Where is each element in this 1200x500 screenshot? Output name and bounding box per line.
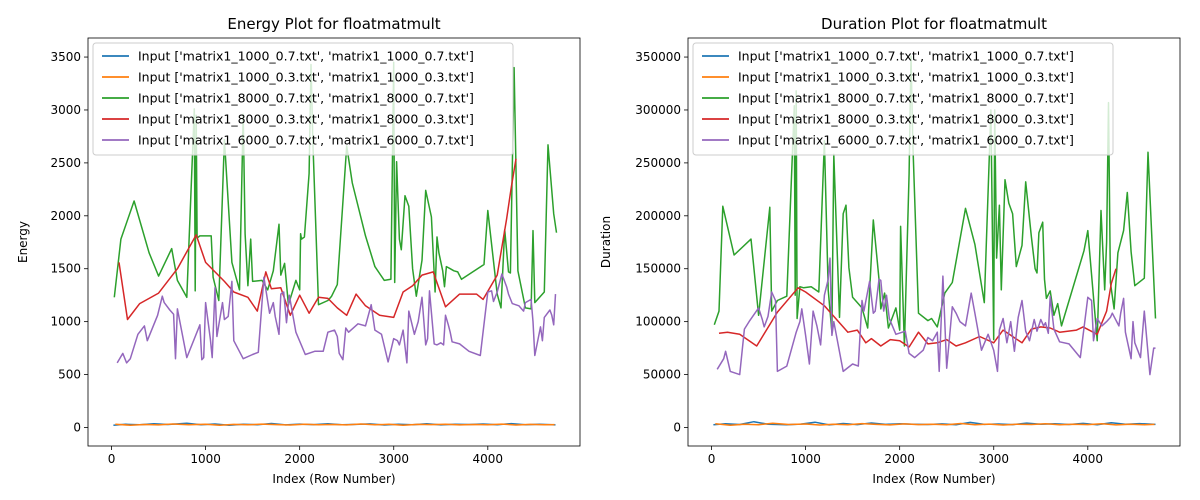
axes-frame: [687, 37, 1181, 447]
y-tick-label: 50000: [643, 368, 681, 382]
series-line-1: [715, 422, 1155, 426]
x-tick-label: 2000: [284, 452, 315, 466]
x-axis-label: Index (Row Number): [272, 472, 395, 486]
y-tick-label: 150000: [635, 262, 681, 276]
y-axis-label: Energy: [16, 221, 30, 263]
series-line-1: [115, 423, 555, 426]
legend: Input ['matrix1_1000_0.7.txt', 'matrix1_…: [92, 42, 514, 156]
x-tick-label: 0: [108, 452, 116, 466]
y-tick-label: 350000: [635, 50, 681, 64]
y-tick-label: 500: [58, 368, 81, 382]
y-tick-label: 250000: [635, 156, 681, 170]
x-tick-label: 0: [708, 452, 716, 466]
y-tick-label: 300000: [635, 103, 681, 117]
x-tick-label: 1000: [790, 452, 821, 466]
legend-label-2: Input ['matrix1_8000_0.7.txt', 'matrix1_…: [738, 91, 1074, 106]
series-line-4: [116, 273, 557, 364]
chart-title: Duration Plot for floatmatmult: [821, 15, 1047, 33]
y-tick-label: 0: [73, 420, 81, 434]
y-tick-label: 200000: [635, 209, 681, 223]
legend-label-0: Input ['matrix1_1000_0.7.txt', 'matrix1_…: [138, 49, 474, 64]
x-tick-label: 2000: [884, 452, 915, 466]
legend-label-1: Input ['matrix1_1000_0.3.txt', 'matrix1_…: [138, 70, 474, 85]
y-tick-label: 100000: [635, 315, 681, 329]
legend-box: [92, 42, 514, 156]
legend-label-3: Input ['matrix1_8000_0.3.txt', 'matrix1_…: [738, 112, 1074, 127]
chart-title: Energy Plot for floatmatmult: [227, 15, 440, 33]
axes-frame: [87, 37, 581, 447]
series-lines: [113, 61, 558, 426]
legend-label-0: Input ['matrix1_1000_0.7.txt', 'matrix1_…: [738, 49, 1074, 64]
x-tick-label: 1000: [190, 452, 221, 466]
x-tick-label: 3000: [378, 452, 409, 466]
legend-label-1: Input ['matrix1_1000_0.3.txt', 'matrix1_…: [738, 70, 1074, 85]
legend-label-4: Input ['matrix1_6000_0.7.txt', 'matrix1_…: [138, 133, 474, 148]
y-tick-label: 3000: [50, 103, 81, 117]
duration-chart: Duration Plot for floatmatmult 0 1000 2000 3…: [599, 15, 1181, 486]
series-lines: [713, 55, 1157, 426]
y-tick-label: 3500: [50, 50, 81, 64]
series-line-4: [716, 257, 1156, 376]
legend-label-3: Input ['matrix1_8000_0.3.txt', 'matrix1_…: [138, 112, 474, 127]
y-tick-label: 0: [673, 420, 681, 434]
energy-chart: Energy Plot for floatmatmult 0 1000 2000 300…: [16, 15, 581, 486]
series-line-3: [718, 268, 1117, 348]
legend-label-2: Input ['matrix1_8000_0.7.txt', 'matrix1_…: [138, 91, 474, 106]
series-line-3: [118, 158, 517, 321]
y-tick-label: 2000: [50, 209, 81, 223]
legend: Input ['matrix1_1000_0.7.txt', 'matrix1_…: [692, 42, 1114, 156]
legend-label-4: Input ['matrix1_6000_0.7.txt', 'matrix1_…: [738, 133, 1074, 148]
series-line-2: [113, 61, 558, 310]
y-axis-label: Duration: [599, 216, 613, 268]
y-tick-label: 1500: [50, 262, 81, 276]
x-axis-label: Index (Row Number): [872, 472, 995, 486]
x-tick-label: 3000: [978, 452, 1009, 466]
x-tick-label: 4000: [473, 452, 504, 466]
x-tick-label: 4000: [1073, 452, 1104, 466]
y-tick-label: 2500: [50, 156, 81, 170]
legend-box: [692, 42, 1114, 156]
y-tick-label: 1000: [50, 315, 81, 329]
